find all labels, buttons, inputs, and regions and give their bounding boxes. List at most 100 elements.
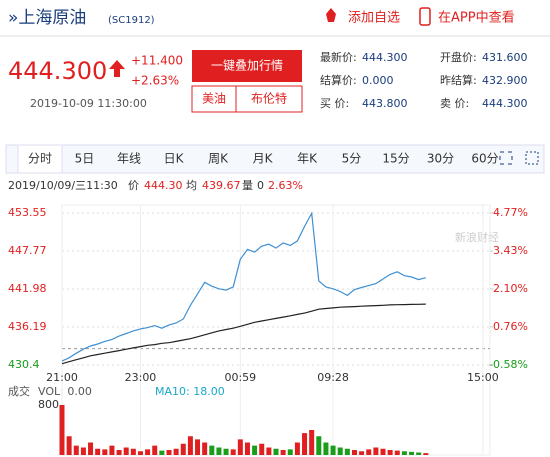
- volume-bar: [166, 450, 172, 455]
- avg-line: [61, 303, 426, 365]
- field-value: 432.900: [482, 74, 528, 87]
- overlay-options: [191, 85, 303, 113]
- watermark: 新浪财经: [455, 230, 499, 244]
- volume-bar: [294, 442, 300, 455]
- tab[interactable]: 15分: [382, 152, 409, 166]
- volume-bar: [130, 448, 136, 455]
- volume-bar: [351, 450, 357, 455]
- ma10-text: MA10: 18.00: [155, 385, 225, 398]
- x-tick-label: 23:00: [125, 371, 157, 384]
- y-tick-label: 453.55: [8, 206, 47, 219]
- settings-icon[interactable]: [525, 151, 539, 165]
- volume-bar: [195, 439, 201, 455]
- volume-bar: [209, 445, 215, 455]
- change: +11.400: [131, 54, 183, 68]
- open-app[interactable]: 在APP中查看: [438, 10, 515, 26]
- y2-tick-label: 3.43%: [493, 244, 528, 257]
- volume-bar: [137, 451, 143, 455]
- volume-bar: [394, 450, 400, 455]
- y2-tick-label: 0.76%: [493, 320, 528, 333]
- info-value: 2.63%: [268, 179, 303, 192]
- price: 444.300: [8, 57, 107, 85]
- overlay-button[interactable]: [192, 50, 302, 82]
- volume-bar: [95, 448, 101, 455]
- vol-text: VOL: 0.00: [38, 385, 92, 398]
- volume-bar: [387, 450, 393, 455]
- tab[interactable]: 30分: [427, 152, 454, 166]
- y-tick-label: 436.19: [8, 320, 47, 333]
- volume-bar: [252, 445, 258, 455]
- field-label: 买 价:: [320, 97, 349, 110]
- volume-bar: [359, 451, 365, 455]
- volume-bar: [280, 450, 286, 455]
- overlay-label[interactable]: 一键叠加行情: [211, 59, 283, 73]
- y-tick-label: 441.98: [8, 282, 47, 295]
- x-tick-label: 15:00: [467, 371, 499, 384]
- info-value: 439.67: [202, 179, 241, 192]
- price-line: [61, 211, 426, 362]
- add-watch[interactable]: 添加自选: [348, 11, 400, 26]
- tab[interactable]: 日K: [164, 152, 185, 166]
- info-datetime: 2019/10/09/三11:30: [8, 179, 118, 192]
- field-label: 最新价:: [320, 50, 357, 64]
- code: (SC1912): [108, 15, 155, 26]
- volume-bar: [88, 442, 94, 455]
- volume-bar: [223, 448, 229, 455]
- title: »上海原油: [8, 8, 86, 28]
- tab[interactable]: 5分: [342, 152, 362, 166]
- volume-bar: [202, 442, 208, 455]
- tab[interactable]: 年线: [117, 152, 141, 166]
- volume-bar: [344, 448, 350, 455]
- y2-tick-label: 4.77%: [493, 206, 528, 219]
- fullscreen-icon[interactable]: [499, 151, 513, 165]
- phone-icon: [419, 7, 431, 26]
- volume-bar: [237, 439, 243, 455]
- volume-bar: [244, 442, 250, 455]
- tab[interactable]: 月K: [253, 152, 274, 166]
- info-value: 0: [257, 179, 264, 192]
- volume-bar: [316, 436, 322, 455]
- watch-icon[interactable]: [326, 8, 336, 22]
- volume-bar: [80, 447, 86, 455]
- volume-bar: [330, 445, 336, 455]
- volume-bar: [416, 452, 422, 455]
- field-value: 444.300: [482, 97, 528, 110]
- info-value: 444.30: [144, 179, 183, 192]
- volume-bar: [216, 447, 222, 455]
- field-label: 昨结算:: [440, 73, 477, 87]
- tab[interactable]: 年K: [297, 152, 318, 166]
- overlay-option[interactable]: 布伦特: [251, 91, 287, 106]
- volume-bar: [366, 449, 372, 455]
- field-value: 431.600: [482, 51, 528, 64]
- info-label: 均: [186, 179, 197, 192]
- volume-bar: [159, 450, 165, 455]
- info-label: 价: [128, 179, 139, 192]
- x-tick-label: 00:59: [224, 371, 256, 384]
- tab[interactable]: 5日: [75, 152, 95, 166]
- volume-bar: [401, 451, 407, 455]
- volume-bar: [423, 453, 429, 455]
- volume-bar: [273, 448, 279, 455]
- y2-tick-label: 2.10%: [493, 282, 528, 295]
- y-tick-label: 447.77: [8, 244, 47, 257]
- volume-bar: [73, 445, 79, 455]
- volume-bar: [173, 448, 179, 455]
- volume-bar: [287, 449, 293, 455]
- vol-tick-label: 800: [38, 398, 59, 411]
- volume-bar: [373, 447, 379, 455]
- volume-bar: [337, 447, 343, 455]
- overlay-option[interactable]: 美油: [202, 92, 226, 106]
- volume-bar: [309, 430, 315, 455]
- volume-bar: [59, 405, 65, 455]
- volume-bar: [230, 449, 236, 455]
- tab[interactable]: 分时: [28, 152, 52, 166]
- up-arrow: [109, 60, 125, 77]
- tab[interactable]: 周K: [208, 152, 229, 166]
- plot-frame: [61, 204, 491, 456]
- vol-title: 成交: [8, 384, 30, 398]
- info-label: 量: [242, 179, 253, 192]
- tab[interactable]: 60分: [471, 152, 498, 166]
- volume-bar: [323, 442, 329, 455]
- volume-bar: [259, 443, 265, 455]
